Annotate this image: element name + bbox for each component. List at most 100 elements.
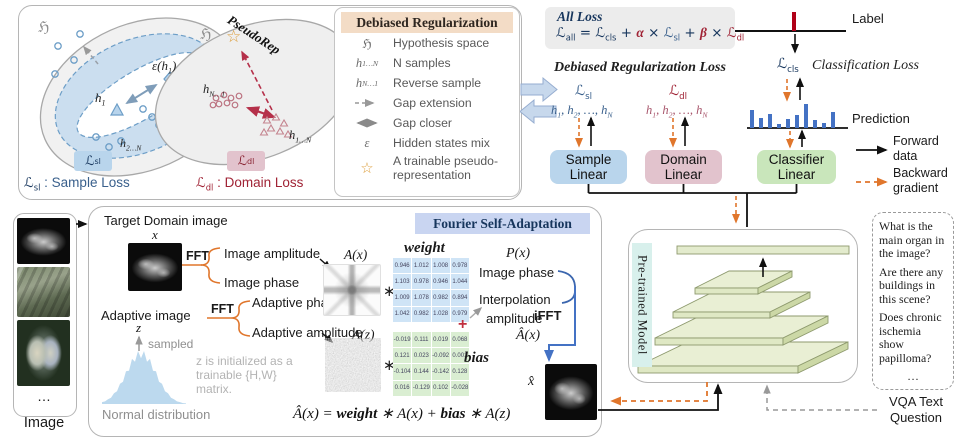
formula-mid: ∗ A(x) + [377, 406, 441, 422]
eq-times: × [643, 25, 664, 41]
noise-image [325, 338, 381, 392]
gap-extension-arrow-icon [341, 98, 393, 108]
matrix-cell: 0.068 [450, 332, 469, 348]
debiased-legend-box: Debiased Regularization ℌ Hypothesis spa… [334, 7, 520, 197]
hypothesis-symbol-dl: ℌ [200, 25, 212, 43]
reverse-sample-symbol: h N…1 [355, 75, 379, 90]
h-samples-red: h1, h2, …, hN [646, 103, 708, 120]
vqa-caption: VQA Text Question [889, 394, 943, 425]
eq-ldl: ℒdl [726, 25, 745, 43]
amplitude-line: amplitude [486, 311, 543, 326]
interpolation-line: Interpolation [479, 292, 551, 307]
legend-label: N samples [393, 56, 451, 70]
legend-row: ℌ Hypothesis space [341, 33, 513, 53]
image-phase-line: Image phase [479, 265, 555, 280]
px-symbol: P(x) [506, 246, 531, 261]
vqa-ellipsis: … [907, 369, 919, 383]
sample-loss-caption: ℒsl : Sample Loss [24, 175, 130, 193]
epsilon-h1-label: ε(h1) [152, 58, 177, 76]
image-phase-text: Image phase [224, 275, 300, 290]
matrix-cell: 0.144 [412, 364, 431, 380]
legend-row: Gap closer [341, 113, 513, 133]
forward-data-label: Forward data [893, 134, 939, 163]
matrix-cell: -0.092 [431, 348, 450, 364]
classification-loss-text: Classification Loss [812, 58, 919, 73]
sample-loss-caption-text: : Sample Loss [40, 175, 130, 190]
pretrained-model-label: Pre-trained Model [632, 243, 652, 367]
bias-matrix: -0.019 0.111 0.019 0.068 0.121 0.023 -0.092 0.0… [393, 332, 469, 396]
hypothesis-symbol-sl: ℌ [38, 18, 50, 36]
prediction-bar [759, 118, 763, 128]
vqa-question-box: What is the main organ in the image? Are… [872, 212, 954, 390]
matrix-cell: 0.946 [393, 258, 412, 274]
prediction-bar [822, 123, 826, 128]
eq-alpha: α [636, 25, 644, 40]
prediction-bar [795, 115, 799, 128]
label-text: Label [852, 11, 884, 26]
matrix-cell: -0.019 [393, 332, 412, 348]
fft-label-1: FFT [186, 249, 209, 263]
formula-weight: weight [336, 406, 378, 422]
domain-loss-caption-symbol: ℒdl [196, 175, 214, 193]
eq-base: ℒall = ℒcls + [556, 25, 637, 43]
legend-label: Reverse sample [393, 76, 482, 90]
matrix-cell: 0.946 [431, 274, 450, 290]
flow-legend-icons [856, 145, 888, 187]
adaptive-phase-text: Adaptive phase [252, 295, 342, 310]
z-symbol: z [136, 320, 142, 335]
legend-row: h N…1 Reverse sample [341, 73, 513, 93]
matrix-cell: 1.103 [393, 274, 412, 290]
matrix-cell: 1.008 [431, 258, 450, 274]
formula-bias: bias [440, 406, 466, 422]
image-column-label: Image [23, 415, 65, 431]
legend-label: Gap extension [393, 96, 472, 110]
backward-gradient-label: Backward gradient [893, 166, 948, 195]
matrix-cell: -0.129 [412, 380, 431, 396]
target-domain-text: Target Domain image [104, 213, 228, 228]
legend-row: ε Hidden states mix [341, 133, 513, 153]
formula-lhs: Â(x) = [293, 406, 337, 422]
matrix-cell: 1.009 [393, 290, 412, 306]
ldl-symbol: ℒdl [669, 83, 688, 102]
star-op-1: ∗ [383, 283, 396, 300]
sample-loss-caption-symbol: ℒsl [24, 175, 41, 193]
prediction-bar [786, 119, 790, 128]
legend-row: Gap extension [341, 93, 513, 113]
vqa-question: Are there any buildings in this scene? [879, 264, 944, 306]
legend-label: Hypothesis space [393, 36, 490, 50]
h1n-label: h1…N [289, 128, 312, 145]
domain-loss-caption: ℒdl : Domain Loss [196, 175, 303, 193]
hypothesis-symbol: ℌ [362, 35, 372, 51]
ahat-symbol: Â(x) [516, 328, 541, 343]
h-samples-blue: h1, h2, …, hN [551, 103, 613, 120]
eq-beta: β [700, 25, 707, 40]
reg-loss-heading: Debiased Regularization Loss [554, 60, 726, 75]
image-column-dots: … [37, 388, 51, 404]
ifft-label: iFFT [534, 308, 562, 323]
h1-label: h1 [95, 90, 106, 108]
eq-lsl: ℒsl [663, 25, 681, 43]
n-samples-symbol: h 1…N [355, 55, 379, 70]
prediction-bar [768, 114, 772, 128]
bias-label: bias [464, 350, 490, 366]
legend-label: Gap closer [393, 116, 452, 130]
prediction-bar [804, 104, 808, 128]
prediction-bar [831, 112, 835, 128]
formula-end: ∗ A(z) [465, 406, 511, 422]
fourier-title: Fourier Self-Adaptation [415, 213, 590, 234]
hn1-label: hN…1 [203, 82, 226, 99]
lsl-symbol: ℒsl [575, 83, 593, 102]
epsilon-symbol: ε [364, 135, 370, 150]
h2n-label: h2…N [120, 136, 142, 153]
matrix-cell: -0.104 [393, 364, 412, 380]
prediction-bar [813, 120, 817, 128]
pseudorep-star-icon: ☆ [226, 27, 242, 46]
label-tick [792, 12, 796, 31]
legend-row: ☆ A trainable pseudo-representation [341, 153, 513, 183]
plus-op: + [458, 316, 468, 333]
x-symbol: x [152, 227, 158, 242]
matrix-cell: 0.111 [412, 332, 431, 348]
adaptive-amplitude-text: Adaptive amplitude [252, 325, 363, 340]
